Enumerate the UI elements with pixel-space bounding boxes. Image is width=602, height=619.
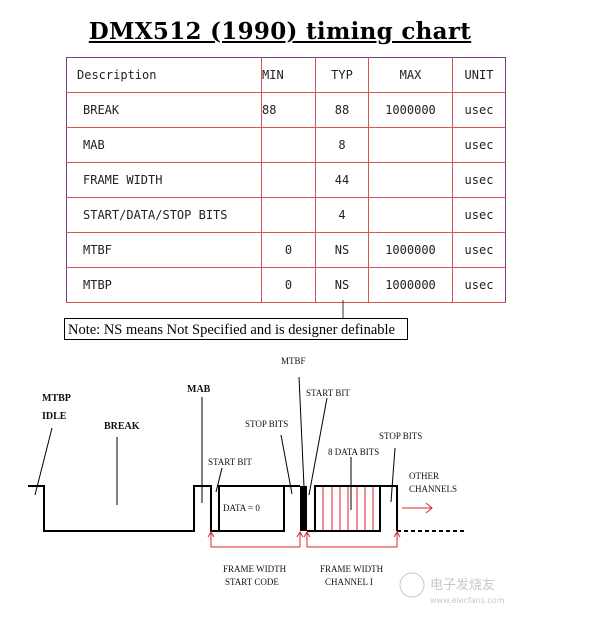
label-other: OTHER (409, 471, 439, 481)
table-row: BREAK 88 88 1000000 usec (66, 92, 506, 128)
table-row: MAB 8 usec (66, 127, 506, 163)
table-cell: usec (452, 197, 506, 233)
table-cell: MTBP (66, 267, 262, 303)
table-cell: BREAK (66, 92, 262, 128)
table-cell: usec (452, 162, 506, 198)
label-frame-width: FRAME WIDTH (223, 564, 287, 574)
watermark-logo: 电子发烧友 www.elecfans.com (399, 572, 505, 605)
table-cell (261, 127, 316, 163)
page-title: DMX512 (1990) timing chart (88, 18, 472, 45)
table-cell (368, 162, 453, 198)
table-cell: usec (452, 127, 506, 163)
label-start-bit: START BIT (208, 457, 252, 467)
table-row: START/DATA/STOP BITS 4 usec (66, 197, 506, 233)
header-cell: UNIT (452, 57, 506, 93)
mtbf-block (300, 486, 307, 531)
table-row: MTBF 0 NS 1000000 usec (66, 232, 506, 268)
table-cell: 1000000 (368, 267, 453, 303)
svg-text:电子发烧友: 电子发烧友 (430, 577, 495, 593)
frame-width-brackets (207, 502, 433, 548)
label-data0: DATA = 0 (223, 503, 260, 513)
data0-frame (218, 485, 285, 532)
pointer-lines (34, 376, 396, 510)
label-mtbp: MTBP (42, 393, 71, 404)
label-start-code: START CODE (225, 577, 279, 587)
table-cell: MAB (66, 127, 262, 163)
label-break: BREAK (104, 421, 140, 432)
table-cell: usec (452, 267, 506, 303)
table-cell: 1000000 (368, 232, 453, 268)
data-bit-dividers (322, 487, 374, 530)
timing-table: Description MIN TYP MAX UNIT BREAK 88 88 10… (66, 57, 506, 303)
table-cell: 44 (315, 162, 369, 198)
label-stop-bits: STOP BITS (245, 419, 288, 429)
table-header-row: Description MIN TYP MAX UNIT (66, 57, 506, 93)
header-cell: MIN (261, 57, 316, 93)
table-cell: 8 (315, 127, 369, 163)
table-cell: usec (452, 232, 506, 268)
table-cell: 88 (261, 92, 316, 128)
table-row: MTBP 0 NS 1000000 usec (66, 267, 506, 303)
label-mtbf: MTBF (281, 356, 306, 366)
table-cell: 1000000 (368, 92, 453, 128)
header-cell: Description (66, 57, 262, 93)
label-stop-bits: STOP BITS (379, 431, 422, 441)
table-cell (368, 127, 453, 163)
ns-note: Note: NS means Not Specified and is desi… (64, 318, 408, 340)
label-idle: IDLE (42, 411, 67, 422)
data-bits-frame (314, 485, 381, 532)
label-mab: MAB (187, 384, 211, 395)
label-start-bit: START BIT (306, 388, 350, 398)
table-row: FRAME WIDTH 44 usec (66, 162, 506, 198)
label-data-bits: 8 DATA BITS (328, 447, 379, 457)
table-cell: usec (452, 92, 506, 128)
header-cell: TYP (315, 57, 369, 93)
table-cell (261, 197, 316, 233)
svg-text:www.elecfans.com: www.elecfans.com (430, 596, 505, 605)
table-cell: FRAME WIDTH (66, 162, 262, 198)
label-frame-width: FRAME WIDTH (320, 564, 384, 574)
label-channel-i: CHANNEL I (325, 577, 373, 587)
stop-bits-2-signal (380, 485, 398, 531)
label-channels: CHANNELS (409, 484, 457, 494)
table-cell: 4 (315, 197, 369, 233)
